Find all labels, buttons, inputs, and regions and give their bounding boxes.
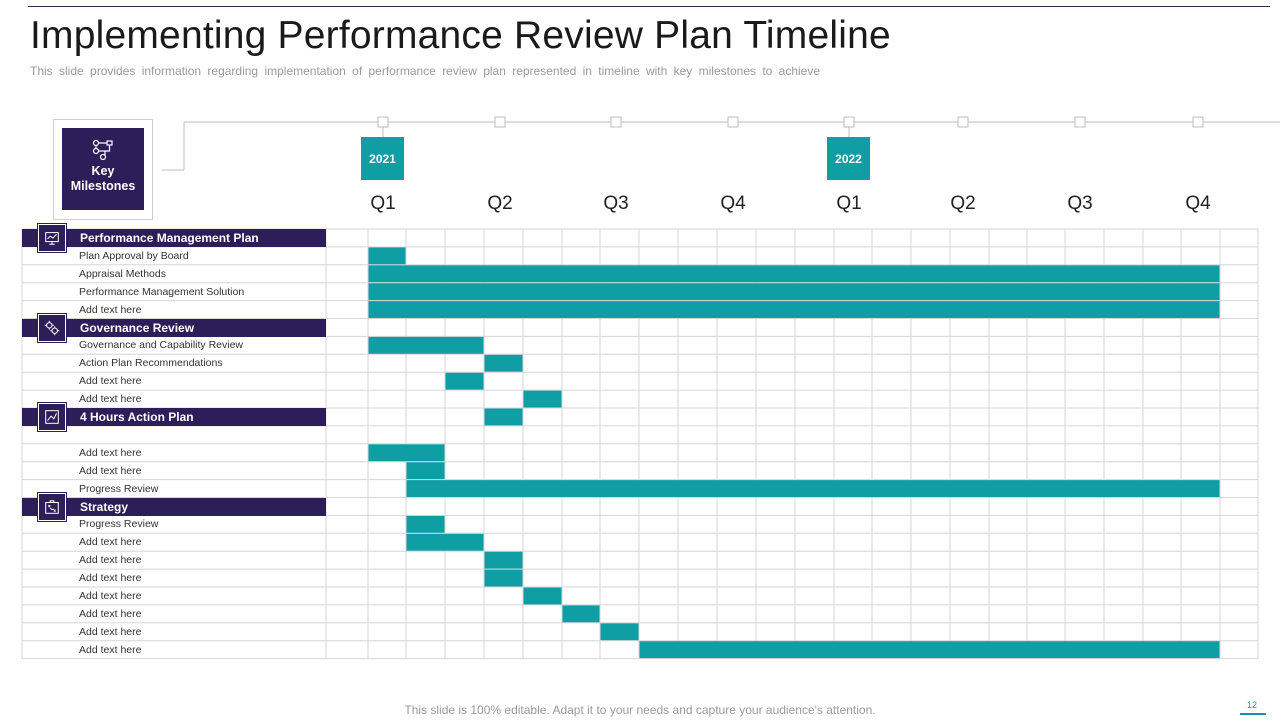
quarter-label: Q2	[487, 193, 513, 214]
task-label: Plan Approval by Board	[79, 249, 189, 262]
section-title: Performance Management Plan	[80, 231, 259, 245]
task-label: Add text here	[79, 446, 142, 459]
task-label: Add text here	[79, 643, 142, 656]
gantt-bar	[523, 587, 562, 605]
quarter-label: Q3	[603, 193, 629, 214]
gantt-bar	[368, 265, 1220, 283]
key-milestones-label: Key Milestones	[70, 164, 136, 193]
gantt-bar	[368, 247, 406, 265]
task-label: Add text here	[79, 375, 142, 388]
gantt-bar	[639, 641, 1220, 659]
page-number-underline	[1240, 713, 1266, 715]
task-label: Add text here	[79, 464, 142, 477]
timeline-marker	[727, 116, 739, 128]
section-header	[22, 229, 326, 247]
task-label: Add text here	[79, 554, 142, 567]
task-label: Action Plan Recommendations	[79, 357, 223, 370]
section-header	[22, 497, 326, 516]
page-number: 12	[1246, 700, 1257, 710]
section-title: Strategy	[80, 499, 129, 514]
timeline-marker	[377, 116, 389, 128]
quarter-label: Q4	[720, 193, 746, 214]
gantt-bar	[484, 408, 523, 426]
gantt-bar	[484, 569, 523, 587]
section-title: 4 Hours Action Plan	[80, 410, 194, 424]
chart-icon	[38, 403, 66, 431]
task-label: Add text here	[79, 590, 142, 602]
task-label: Add text here	[79, 303, 142, 316]
task-label: Governance and Capability Review	[79, 339, 244, 352]
quarter-label: Q1	[836, 193, 862, 214]
workflow-icon	[92, 139, 113, 161]
task-label: Add text here	[79, 393, 142, 406]
gantt-bar	[484, 354, 523, 372]
gantt-bar	[406, 533, 484, 551]
timeline-marker	[957, 116, 969, 128]
year-badge-2022: 2022	[827, 137, 870, 180]
task-label: Add text here	[79, 572, 142, 585]
task-label: Progress Review	[79, 518, 159, 531]
task-label: Progress Review	[79, 482, 159, 495]
timeline-marker	[1074, 116, 1086, 128]
gantt-bar	[368, 444, 445, 462]
section-header	[22, 318, 326, 337]
gantt-bar	[368, 283, 1220, 301]
task-label: Add text here	[79, 607, 142, 620]
task-label: Add text here	[79, 536, 142, 549]
section-header	[22, 408, 326, 426]
quarter-label: Q4	[1185, 193, 1211, 214]
gantt-bar	[406, 462, 445, 480]
task-label: Appraisal Methods	[79, 267, 166, 280]
task-label: Performance Management Solution	[79, 285, 245, 298]
section-title: Governance Review	[80, 320, 195, 335]
timeline-marker	[494, 116, 506, 128]
page-subtitle: This slide provides information regardin…	[30, 64, 821, 78]
timeline-marker	[1192, 116, 1204, 128]
presentation-icon	[38, 224, 66, 252]
gantt-bar	[484, 551, 523, 569]
gantt-bar	[523, 390, 562, 408]
quarter-label: Q2	[950, 193, 976, 214]
gantt-bar	[406, 515, 445, 533]
key-milestones-box: Key Milestones	[62, 128, 144, 210]
gantt-bar	[368, 336, 484, 354]
task-label: Add text here	[79, 625, 142, 638]
gantt-bar	[600, 623, 639, 641]
top-rule	[28, 6, 1270, 7]
strategy-icon	[38, 492, 66, 521]
gears-icon	[38, 313, 66, 342]
gantt-bar	[368, 301, 1220, 318]
quarter-label: Q1	[370, 193, 396, 214]
year-badge-2021: 2021	[361, 137, 404, 180]
quarter-label: Q3	[1067, 193, 1093, 214]
gantt-bar	[445, 372, 484, 390]
gantt-bar	[562, 605, 600, 623]
page-title: Implementing Performance Review Plan Tim…	[30, 14, 891, 57]
timeline-marker	[843, 116, 855, 128]
timeline-marker	[610, 116, 622, 128]
footer-note: This slide is 100% editable. Adapt it to…	[404, 703, 876, 717]
gantt-bar	[406, 480, 1220, 497]
